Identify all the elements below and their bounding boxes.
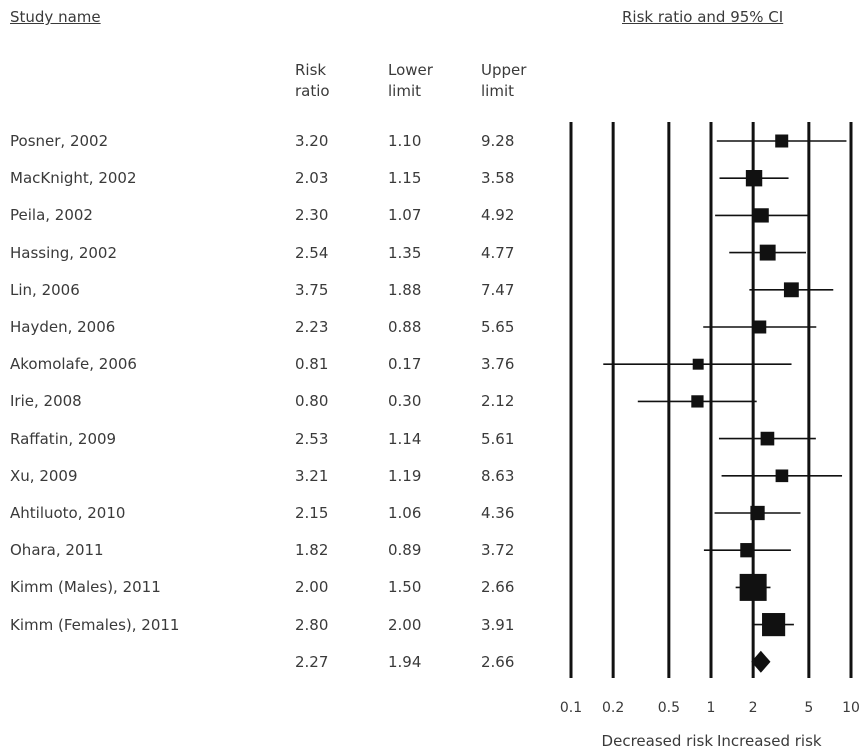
study-point	[759, 244, 776, 261]
x-tick-label: 1	[707, 700, 716, 716]
lower-limit-value: 1.50	[388, 578, 422, 597]
risk-ratio-value: 0.80	[295, 392, 329, 411]
study-name: Raffatin, 2009	[10, 429, 117, 448]
summary-risk-ratio: 2.27	[295, 652, 329, 671]
lower-limit-value: 1.07	[388, 206, 422, 225]
study-name: Posner, 2002	[10, 132, 109, 150]
lower-limit-header-line2: limit	[388, 82, 421, 100]
study-point	[783, 282, 799, 298]
lower-limit-value: 0.30	[388, 392, 422, 411]
study-point	[775, 134, 789, 148]
study-name: Hayden, 2006	[10, 318, 116, 336]
x-tick-label: 0.2	[602, 700, 624, 716]
lower-limit-value: 1.14	[388, 429, 422, 448]
study-name: Irie, 2008	[10, 392, 82, 411]
risk-ratio-value: 1.82	[295, 541, 329, 560]
increased-risk-label: Increased risk	[717, 732, 822, 750]
risk-ratio-value: 2.23	[295, 318, 329, 336]
risk-ratio-ci-header: Risk ratio and 95% CI	[622, 8, 784, 26]
upper-limit-header-line2: limit	[481, 82, 514, 100]
lower-limit-value: 0.88	[388, 318, 422, 336]
risk-ratio-header-line1: Risk	[295, 61, 327, 79]
lower-limit-value: 1.06	[388, 504, 422, 522]
risk-ratio-value: 2.00	[295, 578, 329, 597]
study-name: Kimm (Males), 2011	[10, 578, 161, 597]
upper-limit-value: 4.77	[481, 243, 515, 262]
upper-limit-value: 4.36	[481, 504, 515, 522]
upper-limit-value: 2.12	[481, 392, 515, 411]
risk-ratio-value: 3.21	[295, 466, 329, 485]
study-point	[753, 320, 767, 334]
risk-ratio-value: 2.53	[295, 429, 329, 448]
study-name: Peila, 2002	[10, 206, 93, 225]
risk-ratio-value: 2.30	[295, 206, 329, 225]
risk-ratio-value: 2.54	[295, 243, 329, 262]
summary-lower-limit: 1.94	[388, 652, 422, 671]
upper-limit-column-header: Upper limit	[481, 60, 561, 102]
risk-ratio-value: 2.80	[295, 615, 329, 634]
risk-ratio-value: 0.81	[295, 355, 329, 374]
study-point	[760, 431, 775, 446]
lower-limit-value: 1.88	[388, 280, 422, 299]
x-tick-label: 10	[842, 700, 860, 716]
upper-limit-value: 9.28	[481, 132, 515, 150]
x-tick-label: 5	[804, 700, 813, 716]
upper-limit-value: 7.47	[481, 280, 515, 299]
upper-limit-value: 8.63	[481, 466, 515, 485]
summary-upper-limit: 2.66	[481, 652, 515, 671]
lower-limit-column-header: Lower limit	[388, 60, 468, 102]
study-point	[762, 613, 786, 637]
study-name: Xu, 2009	[10, 466, 78, 485]
study-point	[691, 395, 704, 408]
lower-limit-value: 0.17	[388, 355, 422, 374]
study-name: Hassing, 2002	[10, 243, 118, 262]
lower-limit-value: 1.10	[388, 132, 422, 150]
study-point	[775, 469, 789, 483]
lower-limit-value: 2.00	[388, 615, 422, 634]
risk-ratio-value: 3.20	[295, 132, 329, 150]
decreased-risk-label: Decreased risk	[602, 732, 714, 750]
study-name: Ohara, 2011	[10, 541, 104, 560]
study-point	[745, 170, 763, 187]
lower-limit-value: 1.19	[388, 466, 422, 485]
upper-limit-value: 2.66	[481, 578, 515, 597]
upper-limit-value: 3.58	[481, 169, 515, 188]
study-name: MacKnight, 2002	[10, 169, 137, 188]
study-name: Kimm (Females), 2011	[10, 615, 180, 634]
x-tick-label: 2	[749, 700, 758, 716]
lower-limit-value: 1.15	[388, 169, 422, 188]
study-name: Lin, 2006	[10, 280, 80, 299]
risk-ratio-value: 2.15	[295, 504, 329, 522]
study-name-header: Study name	[10, 8, 101, 26]
upper-limit-value: 5.61	[481, 429, 515, 448]
study-name: Akomolafe, 2006	[10, 355, 137, 374]
study-point	[692, 358, 704, 370]
risk-ratio-column-header: Risk ratio	[295, 60, 375, 102]
upper-limit-value: 4.92	[481, 206, 515, 225]
lower-limit-header-line1: Lower	[388, 61, 433, 79]
study-point	[750, 505, 765, 521]
lower-limit-value: 0.89	[388, 541, 422, 560]
study-name: Ahtiluoto, 2010	[10, 504, 126, 522]
upper-limit-value: 3.91	[481, 615, 515, 634]
risk-ratio-value: 2.03	[295, 169, 329, 188]
study-point	[739, 573, 767, 601]
risk-ratio-header-line2: ratio	[295, 82, 330, 100]
x-tick-label: 0.5	[658, 700, 680, 716]
risk-ratio-value: 3.75	[295, 280, 329, 299]
upper-limit-value: 5.65	[481, 318, 515, 336]
upper-limit-value: 3.72	[481, 541, 515, 560]
upper-limit-value: 3.76	[481, 355, 515, 374]
study-point	[754, 208, 769, 223]
upper-limit-header-line1: Upper	[481, 61, 527, 79]
lower-limit-value: 1.35	[388, 243, 422, 262]
x-tick-label: 0.1	[560, 700, 582, 716]
summary-diamond	[751, 650, 771, 673]
study-point	[740, 543, 755, 558]
